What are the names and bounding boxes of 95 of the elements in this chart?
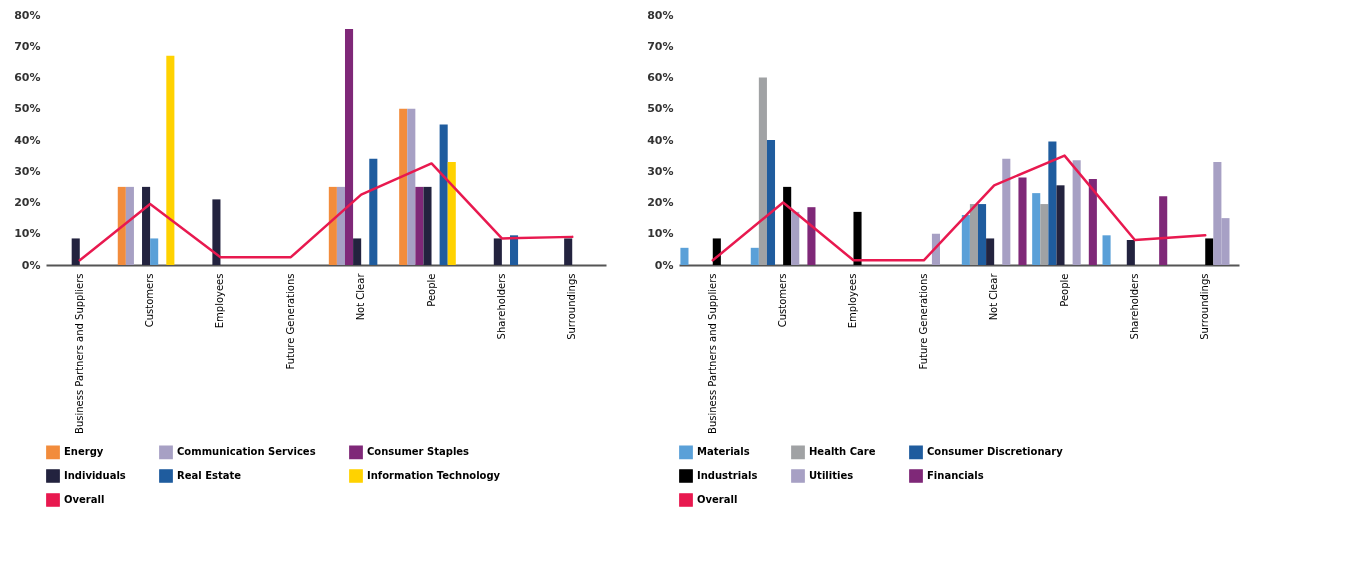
bar (493, 238, 502, 265)
bar (369, 158, 378, 265)
y-tick-label: 70% (14, 39, 41, 53)
y-tick-label: 50% (14, 102, 41, 116)
bar (1088, 179, 1097, 265)
x-tick-label: Employees (214, 273, 226, 329)
x-tick-label: Shareholders (495, 273, 507, 340)
legend-label: Materials (697, 446, 750, 458)
x-tick-label: Customers (144, 273, 156, 328)
bar (415, 186, 424, 265)
bar (166, 55, 175, 265)
x-tick-label: Not Clear (355, 272, 367, 321)
bar (986, 238, 995, 265)
bar (758, 77, 767, 265)
bar (1040, 204, 1049, 265)
bar (807, 207, 816, 265)
legend-label: Energy (64, 446, 104, 458)
bar (125, 186, 134, 265)
x-tick-label: Surroundings (566, 273, 578, 340)
bar (142, 186, 151, 265)
bar (977, 204, 987, 265)
bar (1072, 160, 1081, 265)
bar (447, 161, 456, 265)
y-tick-label: 60% (14, 71, 41, 84)
bar (1048, 141, 1057, 265)
legend-label: Financials (927, 470, 984, 481)
y-tick-label: 30% (647, 164, 674, 178)
bar (1159, 196, 1168, 265)
bar (407, 108, 416, 265)
bar (509, 235, 519, 265)
y-tick-label: 10% (647, 227, 674, 241)
bar (1126, 240, 1135, 265)
legend-label: Individuals (64, 470, 126, 481)
bar (766, 140, 776, 265)
bar (1056, 185, 1065, 265)
bar (344, 29, 354, 265)
x-tick-label: Surroundings (1199, 273, 1211, 340)
bar (853, 211, 862, 265)
y-tick-label: 0% (21, 258, 41, 272)
bar (1002, 158, 1011, 265)
bar (423, 186, 432, 265)
y-tick-label: 70% (647, 39, 674, 53)
x-tick-label: Business Partners and Suppliers (73, 273, 85, 434)
x-tick-label: People (1058, 273, 1070, 307)
bar (353, 238, 362, 265)
y-tick-label: 20% (647, 196, 674, 209)
y-tick-label: 40% (647, 133, 674, 147)
legend-label: Real Estate (177, 470, 242, 481)
x-tick-label: Shareholders (1128, 273, 1140, 340)
bar (439, 124, 448, 265)
y-tick-label: 80% (14, 8, 41, 22)
bar (1032, 193, 1041, 265)
bar (1018, 177, 1027, 265)
bar (150, 238, 159, 265)
line-series (711, 154, 1207, 262)
bar (961, 215, 970, 265)
legend-label: Overall (64, 494, 105, 505)
x-tick-label: Business Partners and Suppliers (706, 273, 718, 434)
legend-label: Information Technology (367, 470, 501, 481)
legend-label: Health Care (809, 446, 876, 458)
y-tick-label: 80% (647, 8, 674, 22)
legend-label: Consumer Discretionary (927, 446, 1064, 458)
line-series (78, 162, 574, 262)
bar (1102, 235, 1111, 265)
bar (564, 238, 573, 265)
x-tick-label: Employees (847, 273, 859, 329)
legend-label: Consumer Staples (367, 446, 470, 458)
bar (399, 108, 408, 265)
bar (969, 204, 978, 265)
y-tick-label: 20% (14, 196, 41, 209)
bar (1205, 238, 1214, 265)
bar (212, 199, 221, 265)
bar (117, 186, 126, 265)
bar (71, 238, 80, 265)
x-tick-label: People (425, 273, 437, 307)
x-tick-label: Customers (777, 273, 789, 328)
legend-label: Communication Services (177, 446, 316, 458)
bar (750, 247, 759, 265)
y-tick-label: 40% (14, 133, 41, 147)
bar (328, 186, 337, 265)
y-tick-label: 60% (647, 71, 674, 84)
bar (680, 247, 689, 265)
x-tick-label: Not Clear (988, 272, 1000, 321)
legend-label: Overall (697, 494, 738, 505)
bar (791, 211, 800, 265)
legend-label: Utilities (809, 470, 854, 481)
y-tick-label: 30% (14, 164, 41, 178)
x-tick-label: Future Generations (284, 273, 296, 370)
legend-label: Industrials (697, 470, 758, 481)
x-tick-label: Future Generations (917, 273, 929, 370)
bar (783, 186, 792, 265)
y-tick-label: 0% (654, 258, 674, 272)
y-tick-label: 10% (14, 227, 41, 241)
bar (336, 186, 345, 265)
y-tick-label: 50% (647, 102, 674, 116)
